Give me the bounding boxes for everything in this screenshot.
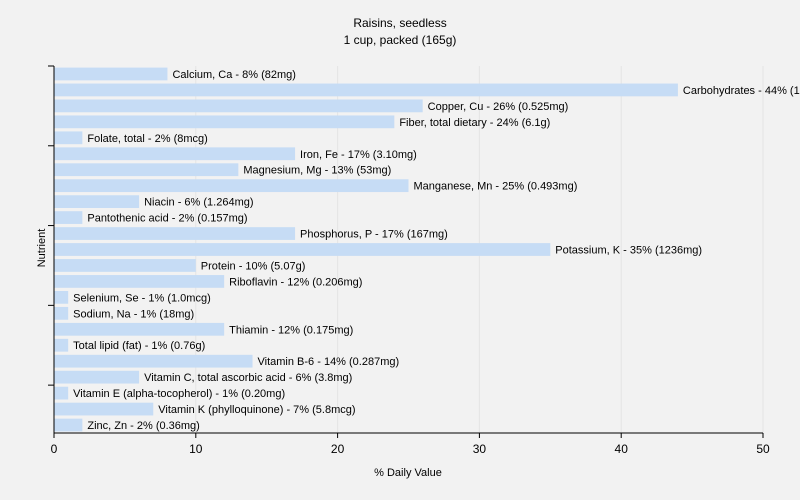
bar-label: Folate, total - 2% (8mcg)	[87, 133, 207, 145]
x-tick-label: 0	[51, 442, 58, 456]
bar-label: Niacin - 6% (1.264mg)	[144, 197, 253, 209]
bar	[54, 306, 69, 320]
bar-label: Zinc, Zn - 2% (0.36mg)	[87, 420, 199, 432]
bar-label: Carbohydrates - 44% (130.65g)	[683, 85, 800, 97]
bar-label: Total lipid (fat) - 1% (0.76g)	[73, 340, 205, 352]
x-axis-title: % Daily Value	[374, 467, 442, 479]
bar-label: Iron, Fe - 17% (3.10mg)	[300, 149, 417, 161]
bar-label: Calcium, Ca - 8% (82mg)	[172, 69, 295, 81]
bars-group: Calcium, Ca - 8% (82mg) Carbohydrates - 4…	[54, 67, 800, 432]
bar-label: Sodium, Na - 1% (18mg)	[73, 308, 194, 320]
bar-label: Fiber, total dietary - 24% (6.1g)	[399, 117, 550, 129]
bar	[54, 402, 154, 416]
bar-label: Phosphorus, P - 17% (167mg)	[300, 229, 448, 241]
chart-title: Raisins, seedless	[353, 16, 446, 30]
bar	[54, 386, 69, 400]
x-tick-label: 20	[331, 442, 345, 456]
bar	[54, 99, 423, 113]
bar	[54, 418, 83, 432]
bar-label: Manganese, Mn - 25% (0.493mg)	[414, 181, 578, 193]
x-tick-label: 40	[615, 442, 629, 456]
bar-label: Vitamin E (alpha-tocopherol) - 1% (0.20m…	[73, 388, 285, 400]
bar	[54, 67, 168, 81]
chart-subtitle: 1 cup, packed (165g)	[344, 33, 457, 47]
bar-label: Vitamin C, total ascorbic acid - 6% (3.8…	[144, 372, 352, 384]
bar	[54, 338, 69, 352]
bar	[54, 83, 678, 97]
bar	[54, 179, 409, 193]
bar-label: Magnesium, Mg - 13% (53mg)	[243, 165, 391, 177]
bar-label: Pantothenic acid - 2% (0.157mg)	[87, 213, 247, 225]
bar-label: Potassium, K - 35% (1236mg)	[555, 245, 702, 257]
bar	[54, 354, 253, 368]
bar	[54, 131, 83, 145]
bar	[54, 243, 551, 256]
bar-label: Selenium, Se - 1% (1.0mcg)	[73, 292, 211, 304]
x-tick-label: 10	[189, 442, 203, 456]
x-tick-label: 50	[756, 442, 770, 456]
bar-label: Vitamin B-6 - 14% (0.287mg)	[258, 356, 400, 368]
bar-label: Vitamin K (phylloquinone) - 7% (5.8mcg)	[158, 404, 355, 416]
bar	[54, 115, 395, 129]
bar	[54, 227, 296, 240]
bar	[54, 290, 69, 304]
bar	[54, 163, 239, 177]
bar	[54, 259, 196, 272]
bar-label: Riboflavin - 12% (0.206mg)	[229, 276, 362, 288]
bar	[54, 211, 83, 224]
bar-label: Thiamin - 12% (0.175mg)	[229, 324, 353, 336]
x-tick-label: 30	[473, 442, 487, 456]
bar	[54, 322, 225, 336]
y-axis-title: Nutrient	[36, 229, 48, 268]
bar-label: Copper, Cu - 26% (0.525mg)	[428, 101, 569, 113]
bar	[54, 275, 225, 288]
bar-label: Protein - 10% (5.07g)	[201, 260, 306, 272]
bar	[54, 195, 140, 209]
bar	[54, 147, 296, 161]
axes-group: 0 10 20 30 40 50	[48, 65, 770, 456]
bar	[54, 370, 140, 384]
